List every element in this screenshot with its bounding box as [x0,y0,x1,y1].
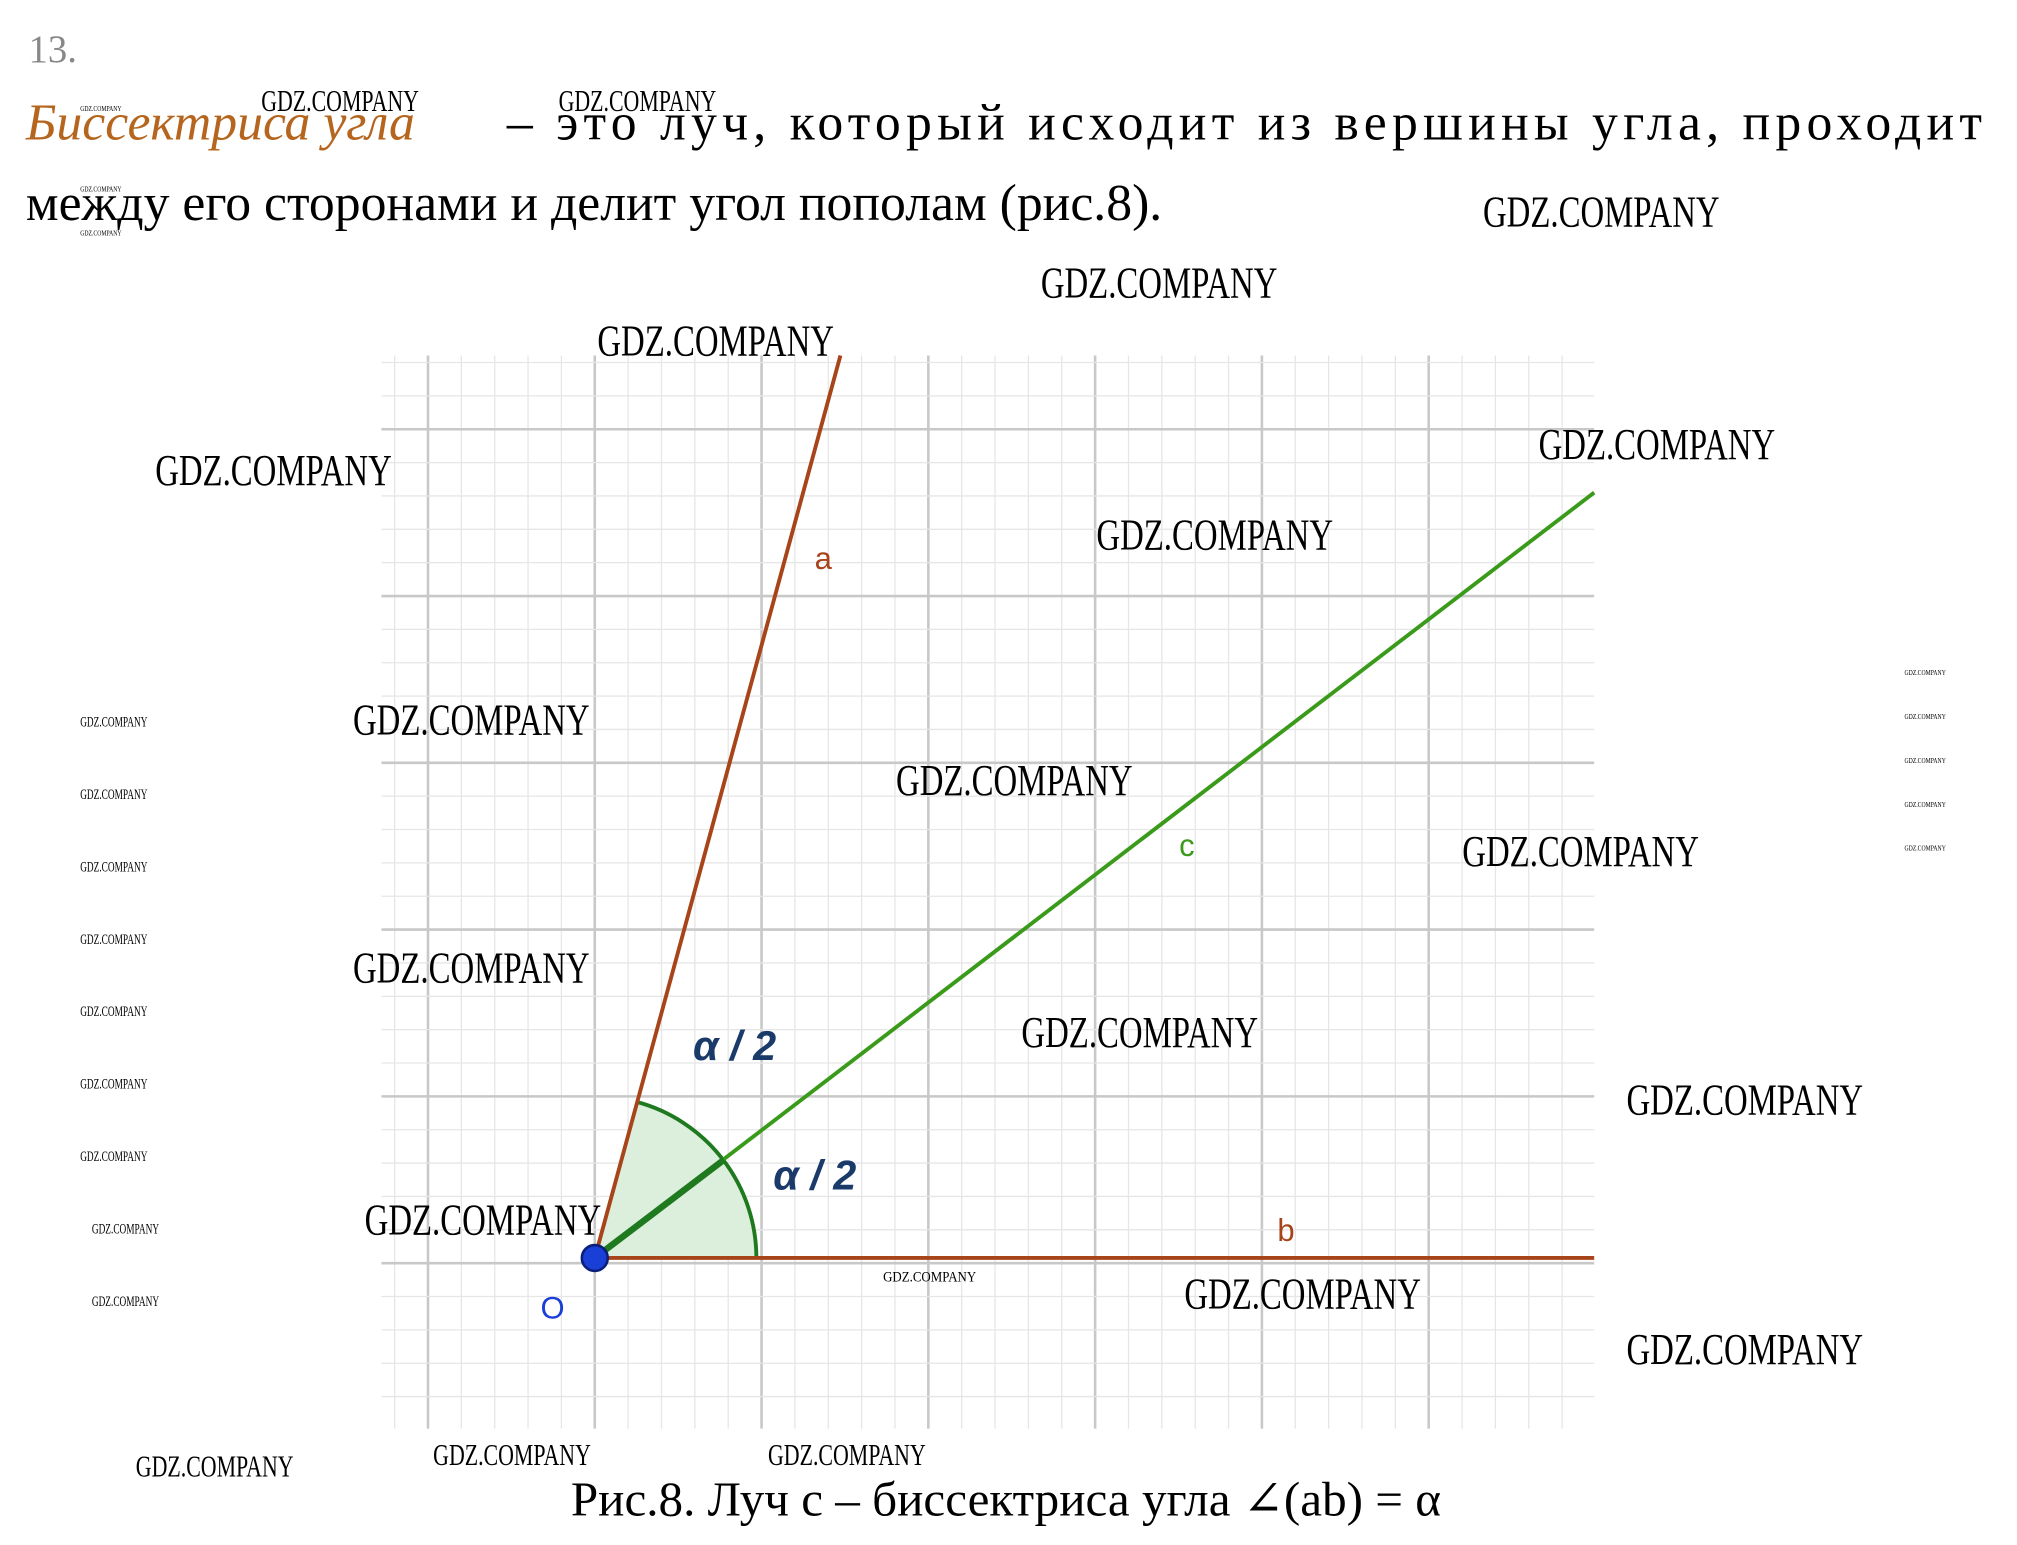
watermark: GDZ.COMPANY [1462,827,1699,876]
label-o: O [540,1291,564,1326]
watermark: GDZ.COMPANY [136,1448,294,1483]
ray-a [592,355,843,1259]
watermark: GDZ.COMPANY [80,184,122,193]
watermark: GDZ.COMPANY [559,83,717,118]
watermark: GDZ.COMPANY [92,1221,159,1237]
watermark: GDZ.COMPANY [80,1077,147,1093]
watermark: GDZ.COMPANY [1904,668,1946,677]
watermark: GDZ.COMPANY [433,1437,591,1472]
watermark: GDZ.COMPANY [768,1437,926,1472]
half-angle-label: α / 2 [773,1152,856,1198]
grid [381,355,1595,1429]
watermarks: GDZ.COMPANY GDZ.COMPANY GDZ.COMPANY GDZ.COM… [80,83,1946,1483]
watermark: GDZ.COMPANY [1184,1269,1421,1318]
angle-sector [594,1102,757,1258]
watermark: GDZ.COMPANY [80,859,147,875]
watermark: GDZ.COMPANY [1904,756,1946,765]
watermark: GDZ.COMPANY [155,446,392,495]
watermark: GDZ.COMPANY [896,756,1133,805]
watermark: GDZ.COMPANY [1539,420,1776,469]
figure-caption: Рис.8. Луч c – биссектриса угла ∠(ab) = … [571,1471,1441,1526]
watermark: GDZ.COMPANY [883,1269,976,1285]
label-a: a [815,541,833,576]
watermark: GDZ.COMPANY [80,1004,147,1020]
paragraph-line: – это луч, который исходит из вершины уг… [506,95,1982,152]
term: Биссектриса угла [25,95,415,152]
watermark: GDZ.COMPANY [1904,844,1946,853]
watermark: GDZ.COMPANY [365,1196,602,1245]
label-c: c [1179,828,1195,863]
watermark: GDZ.COMPANY [353,695,590,744]
watermark: GDZ.COMPANY [80,228,122,237]
watermark: GDZ.COMPANY [80,787,147,803]
watermark: GDZ.COMPANY [92,1294,159,1310]
half-angle-label: α / 2 [693,1023,776,1069]
ray-c [593,491,1596,1260]
label-b: b [1277,1213,1294,1248]
watermark: GDZ.COMPANY [597,317,834,366]
watermark: GDZ.COMPANY [80,104,122,113]
watermark: GDZ.COMPANY [1627,1075,1864,1124]
watermark: GDZ.COMPANY [1096,510,1333,559]
watermark: GDZ.COMPANY [1483,187,1720,236]
vertex-point [580,1243,609,1273]
watermark: GDZ.COMPANY [1904,712,1946,721]
watermark: GDZ.COMPANY [80,715,147,731]
watermark: GDZ.COMPANY [261,83,419,118]
watermark: GDZ.COMPANY [1904,800,1946,809]
watermark: GDZ.COMPANY [353,944,590,993]
watermark: GDZ.COMPANY [1021,1008,1258,1057]
watermark: GDZ.COMPANY [80,1149,147,1165]
watermark: GDZ.COMPANY [1041,258,1278,307]
item-number: 13. [28,28,76,71]
watermark: GDZ.COMPANY [1627,1325,1864,1374]
bisector-segment [592,1157,727,1261]
watermark: GDZ.COMPANY [80,932,147,948]
paragraph-line: между его сторонами и делит угол пополам… [26,175,1162,232]
